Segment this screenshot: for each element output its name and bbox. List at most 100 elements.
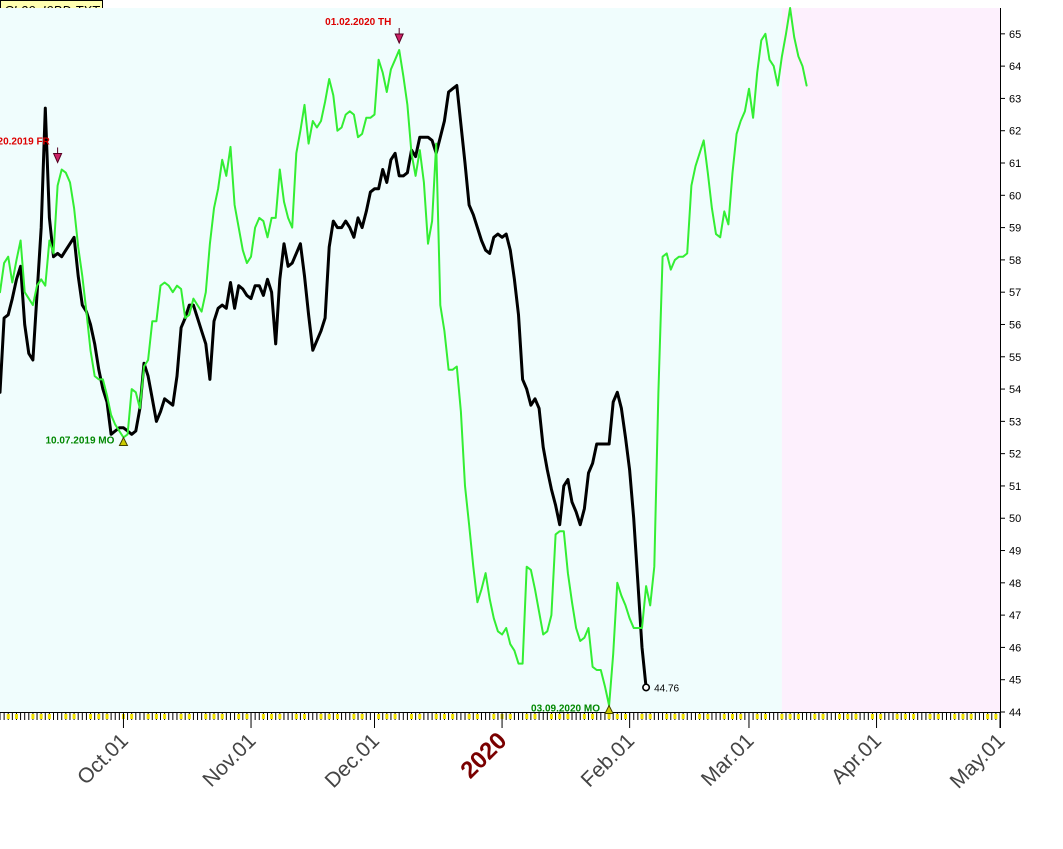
y-tick-label: 64 bbox=[1009, 61, 1021, 73]
day-tick-fill bbox=[533, 714, 537, 719]
x-tick-label: Nov.01 bbox=[198, 729, 260, 791]
day-tick-fill bbox=[237, 714, 241, 719]
y-tick-label: 59 bbox=[1009, 223, 1021, 235]
day-tick-fill bbox=[434, 714, 438, 719]
day-tick-fill bbox=[648, 714, 652, 719]
day-tick-fill bbox=[179, 714, 183, 719]
y-tick-label: 44 bbox=[1009, 707, 1021, 719]
y-tick-label: 65 bbox=[1009, 29, 1021, 41]
day-tick-fill bbox=[154, 714, 158, 719]
y-tick-label: 61 bbox=[1009, 158, 1021, 170]
day-tick-fill bbox=[72, 714, 76, 719]
day-tick-fill bbox=[89, 714, 93, 719]
day-tick-fill bbox=[442, 714, 446, 719]
series-line-1 bbox=[0, 7, 808, 707]
day-tick-fill bbox=[706, 714, 710, 719]
annotations: 09.20.2019 FR 10.07.2019 MO 01.02.2020 TH 0… bbox=[0, 17, 680, 715]
y-tick-label: 53 bbox=[1009, 416, 1021, 428]
day-tick-fill bbox=[953, 714, 957, 719]
day-tick-fill bbox=[335, 714, 339, 719]
day-tick-fill bbox=[97, 714, 101, 719]
day-tick-fill bbox=[393, 714, 397, 719]
annotation-label: 10.07.2019 MO bbox=[45, 436, 114, 447]
day-tick-fill bbox=[961, 714, 965, 719]
day-tick-fill bbox=[722, 714, 726, 719]
y-tick-label: 45 bbox=[1009, 675, 1021, 687]
last-value-label: 44.76 bbox=[654, 683, 679, 694]
day-tick-fill bbox=[418, 714, 422, 719]
day-tick-fill bbox=[607, 714, 611, 719]
day-tick-fill bbox=[895, 714, 899, 719]
x-tick-label: Mar.01 bbox=[697, 729, 759, 791]
x-tick-label: May.01 bbox=[946, 729, 1010, 793]
y-tick-label: 48 bbox=[1009, 578, 1021, 590]
day-tick-fill bbox=[665, 714, 669, 719]
day-tick-fill bbox=[796, 714, 800, 719]
x-tick-label: Oct.01 bbox=[73, 729, 133, 789]
peak-arrow-icon bbox=[394, 33, 404, 45]
y-tick-label: 47 bbox=[1009, 610, 1021, 622]
day-tick-fill bbox=[352, 714, 356, 719]
day-tick-fill bbox=[903, 714, 907, 719]
day-tick-fill bbox=[591, 714, 595, 719]
series-lines bbox=[0, 7, 808, 707]
day-tick-fill bbox=[220, 714, 224, 719]
day-tick-fill bbox=[870, 714, 874, 719]
day-tick-fill bbox=[385, 714, 389, 719]
day-tick-fill bbox=[492, 714, 496, 719]
day-tick-fill bbox=[928, 714, 932, 719]
day-tick-fill bbox=[838, 714, 842, 719]
day-tick-fill bbox=[261, 714, 265, 719]
day-tick-fill bbox=[270, 714, 274, 719]
day-tick-fill bbox=[755, 714, 759, 719]
y-tick-label: 49 bbox=[1009, 546, 1021, 558]
x-axis: Oct.01 Nov.01 Dec.01 2020 Feb.01 Mar.01 Apr.01… bbox=[73, 712, 1010, 793]
day-tick-fill bbox=[640, 714, 644, 719]
background-region-1 bbox=[781, 8, 1000, 712]
y-tick-label: 52 bbox=[1009, 449, 1021, 461]
day-tick-fill bbox=[377, 714, 381, 719]
y-tick-label: 62 bbox=[1009, 126, 1021, 138]
day-tick-fill bbox=[788, 714, 792, 719]
y-tick-label: 51 bbox=[1009, 481, 1021, 493]
day-tick-fill bbox=[615, 714, 619, 719]
y-tick-label: 57 bbox=[1009, 287, 1021, 299]
day-tick-fill bbox=[994, 714, 998, 719]
day-tick-fill bbox=[508, 714, 512, 719]
day-tick-fill bbox=[319, 714, 323, 719]
day-tick-fill bbox=[698, 714, 702, 719]
annotation-label: 03.09.2020 MO bbox=[531, 704, 600, 715]
x-tick-label: Feb.01 bbox=[577, 729, 640, 792]
y-tick-label: 46 bbox=[1009, 642, 1021, 654]
day-tick-fill bbox=[212, 714, 216, 719]
day-tick-fill bbox=[14, 714, 18, 719]
day-tick-fill bbox=[360, 714, 364, 719]
day-tick-fill bbox=[163, 714, 167, 719]
day-tick-fill bbox=[780, 714, 784, 719]
day-tick-fill bbox=[278, 714, 282, 719]
day-tick-fill bbox=[912, 714, 916, 719]
peak-arrow-icon bbox=[52, 152, 63, 164]
day-tick-fill bbox=[451, 714, 455, 719]
x-tick-label: 2020 bbox=[455, 727, 512, 784]
day-tick-fill bbox=[47, 714, 51, 719]
day-tick-fill bbox=[31, 714, 35, 719]
day-tick-fill bbox=[410, 714, 414, 719]
annotation-label: 01.02.2020 TH bbox=[325, 17, 391, 28]
y-tick-label: 54 bbox=[1009, 384, 1021, 396]
y-tick-label: 60 bbox=[1009, 190, 1021, 202]
day-tick-fill bbox=[681, 714, 685, 719]
day-tick-fill bbox=[6, 714, 10, 719]
day-tick-fill bbox=[854, 714, 858, 719]
day-tick-fill bbox=[105, 714, 109, 719]
day-tick-fill bbox=[303, 714, 307, 719]
day-tick-fill bbox=[673, 714, 677, 719]
day-tick-fill bbox=[130, 714, 134, 719]
day-tick-fill bbox=[294, 714, 298, 719]
day-tick-fill bbox=[813, 714, 817, 719]
y-tick-label: 50 bbox=[1009, 513, 1021, 525]
day-tick-fill bbox=[739, 714, 743, 719]
day-tick-fill bbox=[731, 714, 735, 719]
annotation-label: 09.20.2019 FR bbox=[0, 136, 51, 147]
